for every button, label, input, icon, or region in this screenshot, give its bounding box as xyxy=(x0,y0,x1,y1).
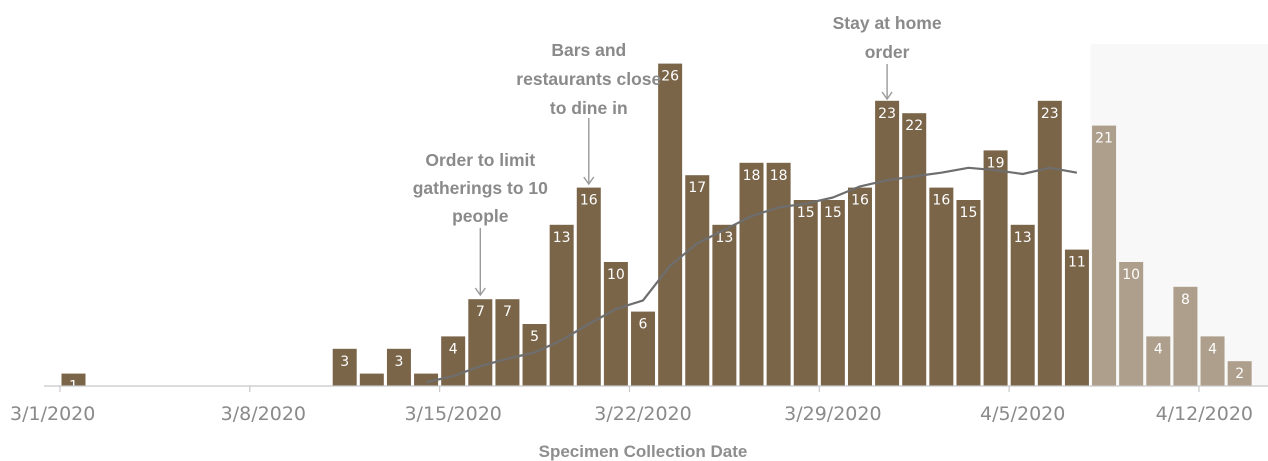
annotation-text: Order to limit xyxy=(425,150,535,170)
data-label-3/25: 13 xyxy=(715,230,733,246)
bar-3/11 xyxy=(332,348,357,386)
data-label-3/23: 26 xyxy=(661,69,679,85)
bar-3/14 xyxy=(414,373,439,386)
annotation-3: Stay at home order xyxy=(833,13,942,101)
data-label-3/16: 7 xyxy=(476,304,485,320)
bar-3/25 xyxy=(712,224,737,386)
bar-4/9 xyxy=(1119,262,1144,386)
data-label-3/30: 16 xyxy=(851,193,869,209)
bar-3/1 xyxy=(61,373,86,386)
annotation-text: to dine in xyxy=(550,98,628,118)
bar-3/20 xyxy=(576,187,601,386)
data-label-4/6: 23 xyxy=(1041,106,1059,122)
data-label-4/7: 11 xyxy=(1068,255,1086,271)
annotation-arrowhead xyxy=(583,176,595,186)
bar-3/16 xyxy=(468,299,493,386)
data-label-4/8: 21 xyxy=(1095,131,1113,147)
x-tick-label: 3/8/2020 xyxy=(221,403,306,425)
x-tick-label: 4/12/2020 xyxy=(1156,403,1253,425)
annotation-text: Bars and xyxy=(551,40,626,60)
data-label-4/9: 10 xyxy=(1122,267,1140,283)
data-label-3/24: 17 xyxy=(688,180,706,196)
data-label-3/22: 6 xyxy=(639,317,648,333)
bar-3/21 xyxy=(603,262,628,386)
bar-3/31 xyxy=(875,100,900,387)
data-label-4/13: 2 xyxy=(1235,366,1244,382)
annotation-text: people xyxy=(452,206,509,226)
data-label-3/18: 5 xyxy=(530,329,539,345)
data-label-4/12: 4 xyxy=(1208,341,1217,357)
x-tick-label: 4/5/2020 xyxy=(980,403,1065,425)
data-label-3/13: 3 xyxy=(394,354,403,370)
bar-3/17 xyxy=(495,299,520,386)
annotation-1: Order to limit gatherings to 10 people xyxy=(413,150,548,297)
data-label-4/1: 22 xyxy=(905,118,923,134)
data-label-3/19: 13 xyxy=(553,230,571,246)
bar-3/23 xyxy=(658,63,683,386)
moving-average-line xyxy=(425,166,1078,384)
annotation-text: gatherings to 10 xyxy=(413,178,548,198)
bar-4/3 xyxy=(956,200,981,386)
data-label-4/4: 19 xyxy=(987,155,1005,171)
bar-3/27 xyxy=(766,162,791,386)
bar-4/11 xyxy=(1173,286,1198,386)
x-axis-title: Specimen Collection Date xyxy=(539,442,748,461)
bar-4/7 xyxy=(1064,249,1089,386)
bar-4/10 xyxy=(1146,336,1171,386)
bar-4/6 xyxy=(1037,100,1062,387)
bar-4/13 xyxy=(1227,361,1252,386)
annotation-text: Stay at home xyxy=(833,13,942,33)
annotation-text: order xyxy=(865,42,910,62)
data-label-3/29: 15 xyxy=(824,205,842,221)
data-label-3/28: 15 xyxy=(797,205,815,221)
bar-4/1 xyxy=(902,113,927,386)
bar-4/4 xyxy=(983,150,1008,386)
data-label-3/11: 3 xyxy=(340,354,349,370)
bar-4/5 xyxy=(1010,224,1035,386)
bar-3/26 xyxy=(739,162,764,386)
data-label-3/20: 16 xyxy=(580,193,598,209)
bar-3/24 xyxy=(685,175,710,386)
annotation-arrowhead xyxy=(474,287,486,297)
data-label-4/2: 16 xyxy=(932,193,950,209)
x-tick-label: 3/29/2020 xyxy=(784,403,881,425)
bar-4/2 xyxy=(929,187,954,386)
data-label-3/21: 10 xyxy=(607,267,625,283)
data-label-4/5: 13 xyxy=(1014,230,1032,246)
data-label-4/3: 15 xyxy=(960,205,978,221)
bar-3/30 xyxy=(847,187,872,386)
bar-3/19 xyxy=(549,224,574,386)
annotation-arrowhead xyxy=(881,91,893,101)
data-label-3/26: 18 xyxy=(743,168,761,184)
bar-3/22 xyxy=(631,311,656,386)
data-label-4/11: 8 xyxy=(1181,292,1190,308)
data-label-3/31: 23 xyxy=(878,106,896,122)
annotation-text: restaurants close xyxy=(516,69,661,89)
data-label-3/17: 7 xyxy=(503,304,512,320)
bar-3/29 xyxy=(820,200,845,386)
bar-3/13 xyxy=(386,348,411,386)
x-tick-label: 3/1/2020 xyxy=(10,403,95,425)
annotation-2: Bars and restaurants close to dine in xyxy=(516,40,662,186)
data-label-3/27: 18 xyxy=(770,168,788,184)
x-tick-label: 3/15/2020 xyxy=(404,403,501,425)
bar-4/12 xyxy=(1200,336,1225,386)
x-tick-label: 3/22/2020 xyxy=(594,403,691,425)
data-label-4/10: 4 xyxy=(1154,341,1163,357)
bar-3/12 xyxy=(359,373,384,386)
bar-3/28 xyxy=(793,200,818,386)
bar-4/8 xyxy=(1092,125,1117,386)
data-label-3/15: 4 xyxy=(449,341,458,357)
